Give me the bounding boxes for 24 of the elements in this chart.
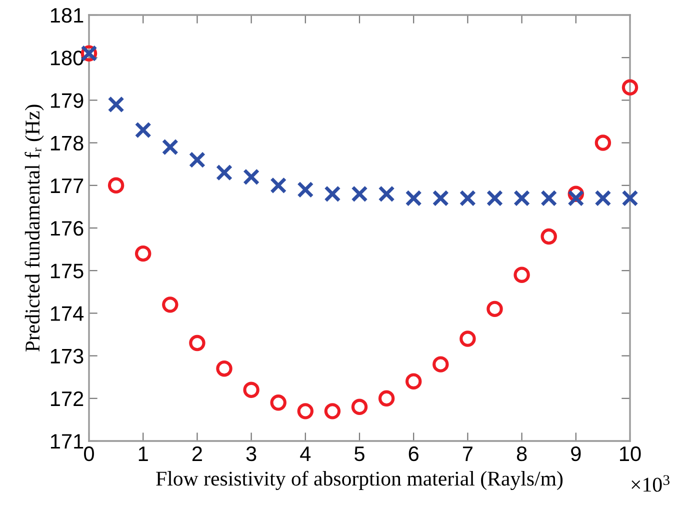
y-tick-label: 181 [50,8,84,23]
y-tick-label: 171 [50,434,84,449]
y-tick-label: 176 [50,221,84,236]
y-tick-label: 179 [50,93,84,108]
x-tick-label: 4 [300,446,311,461]
x-tick-label: 8 [516,446,527,462]
text: ×10$^{3}$ [632,475,670,492]
x-tick-label: 7 [462,446,472,461]
y-tick-label: 172 [50,391,84,406]
x-tick-label: 6 [408,446,418,462]
y-tick-label: 175 [50,264,84,278]
y-tick-label: 177 [50,178,84,193]
x-tick-label: 10 [620,446,641,462]
y-tick-label: 178 [50,136,84,151]
x-axis-title: Flow resistivity of absorption material (Rayls/m) [156,470,563,490]
x-tick-label: 0 [84,446,94,462]
x-tick-label: 5 [354,446,364,462]
y-tick-label: 173 [50,348,84,364]
x-tick-label: 3 [246,446,256,462]
x-tick-label: 1 [138,446,148,461]
x-tick-label: 9 [571,446,581,462]
y-axis-title: Predicted fundamental fᵣ (Hz) [24,104,44,352]
x-tick-label: 2 [192,446,202,461]
y-tick-label: 174 [50,306,84,321]
